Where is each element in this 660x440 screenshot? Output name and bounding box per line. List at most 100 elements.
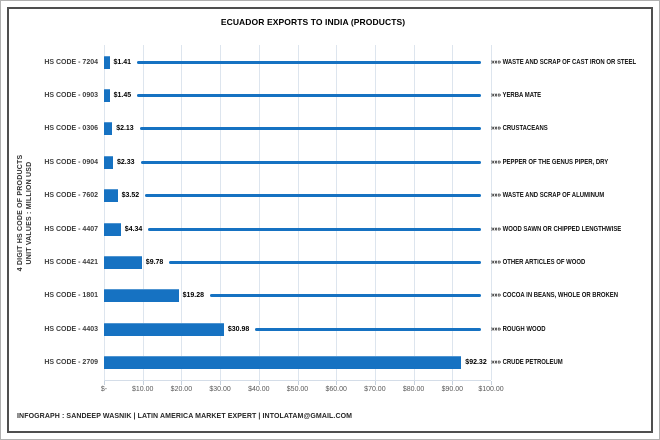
gridline xyxy=(491,45,492,380)
axis-tick-mark xyxy=(452,381,454,385)
gridline xyxy=(142,45,144,380)
x-axis-tick-label: $60.00 xyxy=(325,386,347,393)
bar-strip: $2.33 xyxy=(104,145,485,179)
axis-tick-mark xyxy=(297,381,299,385)
leader-line xyxy=(168,256,485,269)
gridline xyxy=(336,45,338,380)
value-label: $9.78 xyxy=(145,258,164,266)
axis-tick-mark xyxy=(220,381,222,385)
value-label: $19.28 xyxy=(182,292,205,300)
bar xyxy=(104,222,121,236)
axis-tick-mark xyxy=(336,381,338,385)
leader-line xyxy=(254,323,485,336)
value-label: $92.32 xyxy=(465,359,487,367)
hs-code-label: HS CODE - 0904 xyxy=(44,158,98,166)
bar-row: HS CODE - 0903 $1.45 »»» YERBA MATE xyxy=(1,78,659,112)
value-label: $1.45 xyxy=(113,91,132,99)
bar-strip: $2.13 xyxy=(104,112,485,146)
gridline xyxy=(258,45,260,380)
bar-strip: $4.34 xyxy=(104,212,485,246)
bar-row: HS CODE - 0904 $2.33 »»» PEPPER OF THE G… xyxy=(1,145,659,179)
product-label: »»» COCOA IN BEANS, WHOLE OR BROKEN xyxy=(491,292,619,300)
bar-strip: $1.45 xyxy=(104,78,485,112)
axis-tick-mark xyxy=(142,381,144,385)
x-axis-tick-label: $10.00 xyxy=(131,386,154,393)
bar-row: HS CODE - 0306 $2.13 »»» CRUSTACEANS xyxy=(1,112,659,146)
x-axis-tick-label: $100.00 xyxy=(478,386,504,393)
bar xyxy=(104,55,110,69)
bar-row: HS CODE - 4407 $4.34 »»» WOOD SAWN OR CH… xyxy=(1,212,659,246)
bar-row: HS CODE - 2709 $92.32 »»» CRUDE PETROLEU… xyxy=(1,346,659,380)
leader-line xyxy=(147,223,485,236)
product-label: »»» CRUSTACEANS xyxy=(491,125,548,133)
bar xyxy=(104,289,179,303)
product-label: »»» WOOD SAWN OR CHIPPED LENGTHWISE xyxy=(491,225,622,233)
hs-code-label: HS CODE - 2709 xyxy=(44,359,98,367)
x-axis-tick-label: $50.00 xyxy=(286,386,309,393)
leader-line xyxy=(209,289,485,302)
leader-line xyxy=(136,89,485,102)
product-label: »»» YERBA MATE xyxy=(491,91,542,99)
bar xyxy=(104,356,462,370)
value-label: $4.34 xyxy=(124,225,143,233)
hs-code-label: HS CODE - 7602 xyxy=(44,192,98,200)
value-label: $2.13 xyxy=(116,125,134,133)
product-label: »»» WASTE AND SCRAP OF ALUMINUM xyxy=(491,192,605,200)
gridline xyxy=(104,45,105,380)
hs-code-label: HS CODE - 1801 xyxy=(44,292,98,300)
x-axis-tick-label: $70.00 xyxy=(364,386,386,393)
footer-credit: INFOGRAPH : SANDEEP WASNIK | LATIN AMERI… xyxy=(17,413,353,420)
chart-title: ECUADOR EXPORTS TO INDIA (PRODUCTS) xyxy=(220,17,406,27)
leader-line xyxy=(136,56,485,69)
hs-code-label: HS CODE - 7204 xyxy=(44,58,98,66)
axis-tick-mark xyxy=(491,381,492,385)
product-label: »»» OTHER ARTICLES OF WOOD xyxy=(491,258,586,266)
axis-tick-mark xyxy=(413,381,415,385)
bar xyxy=(104,255,142,269)
x-axis-tick-label: $- xyxy=(100,386,108,393)
hs-code-label: HS CODE - 0903 xyxy=(44,91,98,99)
x-axis-tick-label: $20.00 xyxy=(170,386,193,393)
x-axis-tick-label: $30.00 xyxy=(209,386,231,393)
bar-row: HS CODE - 4403 $30.98 »»» ROUGH WOOD xyxy=(1,312,659,346)
hs-code-label: HS CODE - 4421 xyxy=(44,258,98,266)
bar-strip: $9.78 xyxy=(104,245,485,279)
x-axis-tick-label: $80.00 xyxy=(402,386,425,393)
product-label: »»» ROUGH WOOD xyxy=(491,325,546,333)
bar-row: HS CODE - 4421 $9.78 »»» OTHER ARTICLES … xyxy=(1,245,659,279)
product-label: »»» WASTE AND SCRAP OF CAST IRON OR STEE… xyxy=(491,58,637,66)
bar-row: HS CODE - 7602 $3.52 »»» WASTE AND SCRAP… xyxy=(1,179,659,213)
bar xyxy=(104,189,118,203)
hs-code-label: HS CODE - 4403 xyxy=(44,325,98,333)
gridline xyxy=(181,45,183,380)
bar xyxy=(104,122,113,136)
bar xyxy=(104,322,224,336)
axis-tick-mark xyxy=(104,381,105,385)
product-label: »»» PEPPER OF THE GENUS PIPER, DRY xyxy=(491,158,609,166)
x-axis-tick-label: $90.00 xyxy=(441,386,464,393)
value-label: $3.52 xyxy=(121,192,140,200)
bar-strip: $3.52 xyxy=(104,179,485,213)
bar-strip: $92.32 xyxy=(104,346,487,380)
bar-row: HS CODE - 7204 $1.41 »»» WASTE AND SCRAP… xyxy=(1,45,659,79)
axis-tick-mark xyxy=(258,381,260,385)
value-label: $2.33 xyxy=(117,158,135,166)
plot-area xyxy=(104,45,492,385)
gridline xyxy=(413,45,415,380)
hs-code-label: HS CODE - 0306 xyxy=(44,125,98,133)
bar xyxy=(104,88,110,102)
gridline xyxy=(297,45,299,380)
bar-row: HS CODE - 1801 $19.28 »»» COCOA IN BEANS… xyxy=(1,279,659,313)
leader-line xyxy=(139,122,485,135)
bar-strip: $1.41 xyxy=(104,45,485,79)
value-label: $30.98 xyxy=(227,325,250,333)
value-label: $1.41 xyxy=(113,58,132,66)
bar-strip: $30.98 xyxy=(104,312,485,346)
leader-line xyxy=(144,189,485,202)
bar-strip: $19.28 xyxy=(104,279,485,313)
hs-code-label: HS CODE - 4407 xyxy=(44,225,98,233)
leader-line xyxy=(140,156,485,169)
gridline xyxy=(220,45,222,380)
gridline xyxy=(374,45,376,380)
